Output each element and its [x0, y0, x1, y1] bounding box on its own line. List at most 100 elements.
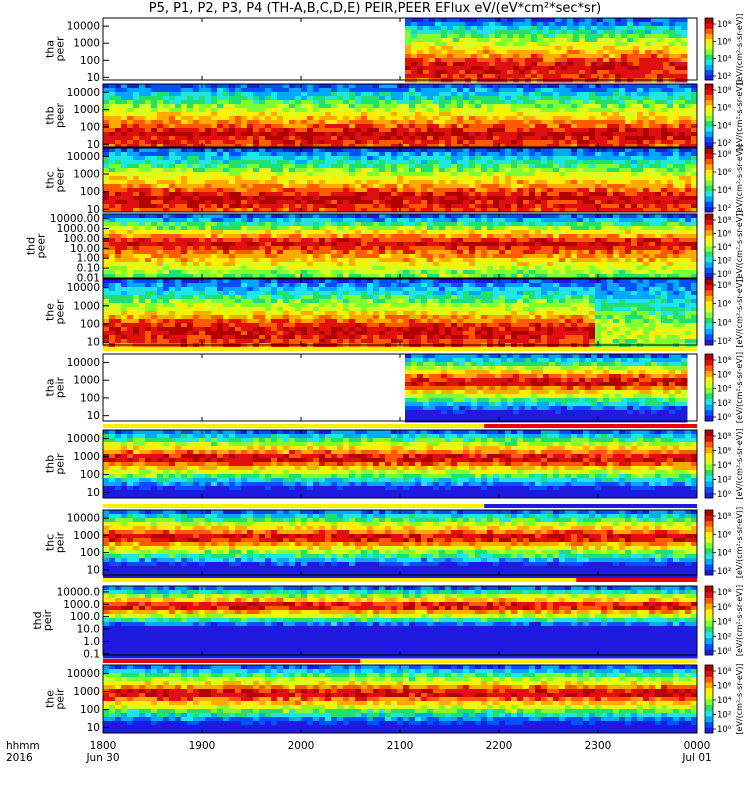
colorbar-tick-label: 10⁸ — [717, 86, 732, 96]
colorbar-tick-label: 10² — [717, 139, 731, 149]
y-tick-label: 10000.0 — [57, 586, 100, 598]
panel-sensor-label: peer — [54, 36, 67, 62]
colorbar-tick-label: 10² — [717, 72, 731, 82]
panel-probe-label: tha — [44, 378, 57, 396]
colorbar-tick-label: 10² — [717, 204, 731, 214]
colorbar-tick-label: 10⁴ — [717, 461, 732, 471]
colorbar-tick-label: 10⁶ — [717, 300, 732, 310]
page-title: P5, P1, P2, P3, P4 (TH-A,B,C,D,E) PEIR,P… — [148, 1, 602, 16]
panel-sensor-label: peer — [54, 103, 67, 129]
colorbar-tick-label: 10² — [717, 567, 731, 577]
colorbar-tick-label: 10⁸ — [717, 20, 732, 30]
panel-probe-label: thd — [31, 611, 44, 629]
colorbar-tick-label: 10⁶ — [717, 447, 732, 457]
y-tick-label: 1000 — [73, 686, 100, 698]
y-tick-label: 1.0 — [83, 636, 100, 648]
colorbar-label: [eV/(cm²-s-sr-eV)] — [735, 80, 744, 151]
colorbar-thb-peir: 10⁸ 10⁶ 10⁴ 10² 10⁰ [eV/(cm²-s-sr-eV)] — [704, 428, 744, 500]
panel-sensor-label: peir — [54, 453, 67, 475]
panel-sensor-label: peir — [41, 609, 54, 631]
colorbar-label: [eV/(cm²-s-sr-eV)] — [735, 352, 744, 423]
colorbar-tick-label: 10⁴ — [717, 318, 732, 328]
y-tick-label: 10 — [87, 337, 100, 349]
y-tick-label: 100.00 — [63, 233, 100, 245]
flag-segment — [576, 578, 697, 582]
y-tick-label: 10000 — [67, 151, 100, 163]
colorbar-tick-label: 10⁰ — [717, 413, 732, 423]
x-row-label-time: hhmm — [6, 740, 40, 752]
spectrogram-thc-peir — [103, 510, 698, 579]
y-tick-label: 1000.00 — [57, 223, 100, 235]
flag-segment — [484, 504, 697, 508]
y-tick-label: 100 — [80, 547, 100, 559]
colorbar-tick-label: 10⁶ — [717, 530, 732, 540]
y-tick-label: 1000.0 — [63, 599, 100, 611]
panel-sensor-label: peer — [35, 233, 48, 259]
y-tick-label: 10 — [87, 204, 100, 216]
x-tick-label: 2300 — [585, 740, 612, 752]
y-tick-label: 10000 — [67, 282, 100, 294]
spectrogram-thd-peir — [103, 586, 698, 659]
panel-sensor-label: peer — [54, 299, 67, 325]
colorbar-tick-label: 10² — [717, 476, 731, 486]
y-tick-label: 100 — [80, 186, 100, 198]
flag-bar — [103, 578, 697, 582]
colorbar-thd-peir: 10⁸ 10⁶ 10⁴ 10² 10⁰ [eV/(cm²-s-sr-eV)] — [704, 585, 744, 657]
y-tick-label: 1000 — [73, 38, 100, 50]
colorbar-tick-label: 10⁰ — [717, 490, 732, 500]
y-tick-label: 1000 — [73, 300, 100, 312]
colorbar-thb-peer: 10⁸ 10⁶ 10⁴ 10² [eV/(cm²-s-sr-eV)] — [704, 80, 744, 151]
x-tick-label: 0000 — [684, 740, 711, 752]
colorbar-label: [eV/(cm²-s-sr-eV)] — [735, 13, 744, 84]
y-tick-label: 1000 — [73, 375, 100, 387]
colorbar-label: [eV/(cm²-s-sr-eV)] — [735, 144, 744, 215]
x-tick-label: 1800 — [90, 740, 117, 752]
y-tick-label: 10000.00 — [50, 213, 100, 225]
colorbar-tha-peir: 10⁸ 10⁶ 10⁴ 10² 10⁰ [eV/(cm²-s-sr-eV)] — [704, 352, 744, 423]
colorbar-label: [eV/(cm²-s-sr-eV)] — [735, 276, 744, 347]
y-tick-label: 100 — [80, 55, 100, 67]
colorbar-tick-label: 10⁴ — [717, 618, 732, 628]
y-tick-label: 10000 — [67, 21, 100, 33]
x-tick-label: 2200 — [486, 740, 513, 752]
spectrogram-tha-peir — [405, 354, 688, 423]
colorbar-thd-peer: 10⁸ 10⁶ 10⁴ 10² 10⁰ [eV/(cm²-s-sr-eV)] — [704, 210, 744, 282]
colorbar-tick-label: 10⁴ — [717, 243, 732, 253]
x-tick-sublabel: Jul 01 — [681, 752, 711, 764]
panel-sensor-label: peir — [54, 688, 67, 710]
colorbar-tick-label: 10⁰ — [717, 270, 732, 280]
colorbar-tick-label: 10² — [717, 399, 731, 409]
flag-bars-group — [103, 347, 697, 663]
colorbar-tick-label: 10⁴ — [717, 385, 732, 395]
colorbar-tick-label: 10⁶ — [717, 603, 732, 613]
colorbar-tick-label: 10⁸ — [717, 281, 732, 291]
y-tick-label: 0.01 — [77, 273, 100, 285]
y-tick-label: 100 — [80, 121, 100, 133]
panel-probe-label: the — [44, 690, 57, 708]
spectrogram-the-peer — [103, 279, 698, 348]
flag-bar — [103, 504, 697, 508]
colorbar-thc-peir: 10⁸ 10⁶ 10⁴ 10² [eV/(cm²-s-sr-eV)] — [704, 507, 744, 578]
panel-probe-label: thb — [44, 106, 57, 124]
colorbar-tha-peer: 10⁸ 10⁶ 10⁴ 10² [eV/(cm²-s-sr-eV)] — [704, 13, 744, 85]
colorbar-tick-label: 10⁸ — [717, 588, 732, 598]
y-tick-label: 100 — [80, 469, 100, 481]
flag-segment — [103, 578, 577, 582]
panel-probe-label: tha — [44, 40, 57, 58]
x-tick-label: 2000 — [288, 740, 315, 752]
panel-sensor-label: peir — [54, 531, 67, 553]
colorbar-tick-label: 10⁶ — [717, 230, 732, 240]
colorbar-tick-label: 10⁶ — [717, 682, 732, 692]
y-tick-label: 10000 — [67, 87, 100, 99]
colorbar-tick-label: 10⁴ — [717, 186, 732, 196]
panel-sensor-label: peer — [54, 167, 67, 193]
spectrogram-tha-peer — [405, 18, 688, 83]
panel-probe-label: thb — [44, 455, 57, 473]
panel-probe-label: thc — [44, 534, 57, 551]
panel-thd-peir: 10000.01000.0100.010.01.00.1thdpeir10⁸10… — [31, 585, 744, 660]
flag-segment — [103, 504, 485, 508]
panel-probe-label: thd — [25, 237, 38, 255]
